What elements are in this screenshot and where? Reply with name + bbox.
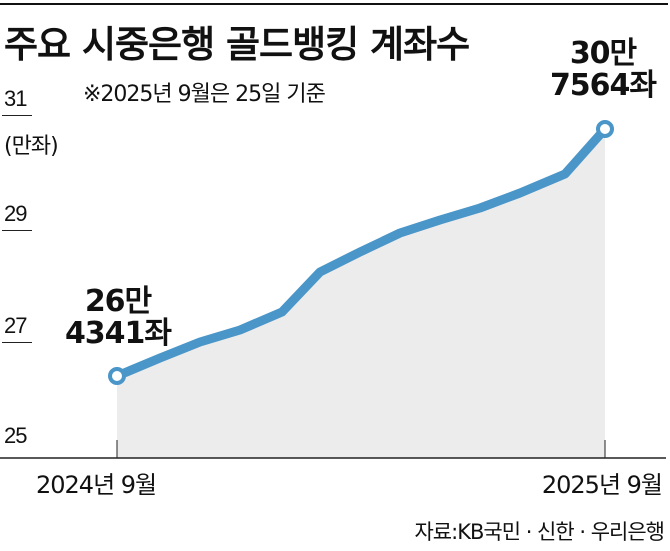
- end-annotation-line2: 7564좌: [549, 68, 657, 103]
- y-tick-line-27: [2, 342, 32, 343]
- source-note: 자료:KB국민 · 신한 · 우리은행: [414, 520, 665, 544]
- y-tick-line-29: [2, 230, 32, 231]
- data-line: [112, 124, 610, 381]
- area-fill: [117, 129, 605, 458]
- y-tick-29: 29: [4, 201, 27, 226]
- y-axis-unit: (만좌): [4, 134, 59, 159]
- end-point-marker: [596, 120, 614, 138]
- chart-note: ※2025년 9월은 25일 기준: [83, 82, 326, 107]
- y-tick-27: 27: [4, 313, 27, 338]
- start-annotation: 26만 4341좌: [58, 286, 178, 350]
- end-annotation: 30만 7564좌: [538, 38, 668, 102]
- x-label-end: 2025년 9월: [541, 471, 663, 499]
- y-tick-25: 25: [4, 423, 27, 448]
- chart-title: 주요 시중은행 골드뱅킹 계좌수: [4, 23, 470, 66]
- start-annotation-line1: 26만: [84, 284, 152, 319]
- start-point-marker: [108, 367, 126, 385]
- top-rule: [0, 3, 668, 5]
- end-annotation-line1: 30만: [569, 36, 637, 71]
- y-tick-line-31: [2, 115, 32, 116]
- y-tick-31: 31: [4, 86, 27, 111]
- start-annotation-line2: 4341좌: [64, 316, 172, 351]
- x-label-start: 2024년 9월: [36, 471, 157, 499]
